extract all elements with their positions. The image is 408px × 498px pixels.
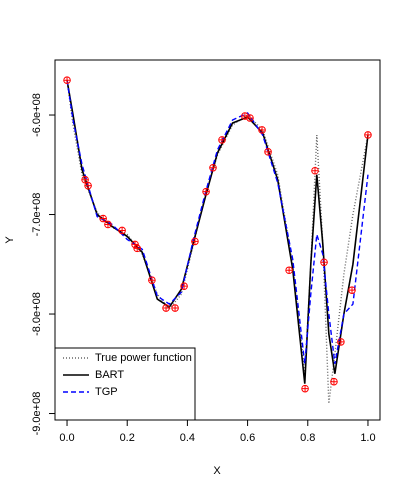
data-point [285,266,293,275]
data-point [63,76,71,84]
data-point [320,258,328,267]
data-point [104,220,112,229]
data-point [218,136,226,144]
point-cross [320,258,328,266]
data-point [99,214,107,223]
point-cross [84,182,92,189]
legend-label: BART [95,369,124,381]
point-cross [337,338,345,346]
x-tick-label: 0.8 [300,432,315,444]
point-cross [209,164,217,172]
data-point [301,384,309,393]
data-point [180,282,188,290]
point-cross [202,188,210,195]
point-cross [133,245,141,252]
point-cross [264,148,272,156]
data-point [162,304,170,312]
x-tick-label: 0.0 [59,432,74,444]
series-line [66,80,369,384]
point-cross [118,227,126,234]
point-cross [301,385,309,392]
data-point [131,240,139,249]
data-point [364,131,372,139]
point-cross [258,126,266,134]
x-tick-label: 0.2 [120,432,135,444]
x-tick-label: 1.0 [360,432,375,444]
y-tick-label: -9.0e+08 [31,392,43,436]
data-point [264,148,272,156]
data-point [246,114,254,122]
series-line [66,80,369,364]
point-cross [191,238,199,245]
data-point [148,276,156,284]
legend-box [54,347,196,421]
data-point [311,166,319,175]
data-point [133,244,141,253]
point-cross [104,221,112,228]
legend-label: TGP [95,386,118,398]
point-cross [99,215,107,222]
point-cross [330,378,338,385]
point-cross [131,241,139,248]
y-tick-label: -6.0e+08 [31,93,43,137]
data-point [171,304,179,312]
y-axis-label: Y [4,236,16,244]
data-point [348,286,356,294]
data-point [191,237,199,246]
data-point [84,181,92,190]
data-point [202,187,210,196]
point-cross [364,131,372,139]
data-point [81,175,89,184]
data-point [209,163,217,172]
point-cross [180,282,188,290]
point-cross [63,76,71,84]
legend-label: True power function [95,352,192,364]
point-cross [246,114,254,122]
y-tick-label: -8.0e+08 [31,292,43,336]
data-point [258,126,266,134]
point-cross [311,167,319,175]
point-cross [285,266,293,274]
plot-box [54,59,381,421]
point-cross [148,276,156,284]
legend: True power function BART TGP [54,347,196,421]
point-cross [348,286,356,294]
y-tick-label: -7.0e+08 [31,193,43,237]
x-tick-label: 0.6 [240,432,255,444]
x-axis-label: X [213,465,221,477]
data-point [118,226,126,235]
x-tick-label: 0.4 [180,432,195,444]
point-cross [162,304,170,312]
point-cross [81,176,89,184]
point-cross [171,304,179,312]
data-point [330,377,338,386]
point-cross [218,136,226,144]
data-point [337,338,345,346]
